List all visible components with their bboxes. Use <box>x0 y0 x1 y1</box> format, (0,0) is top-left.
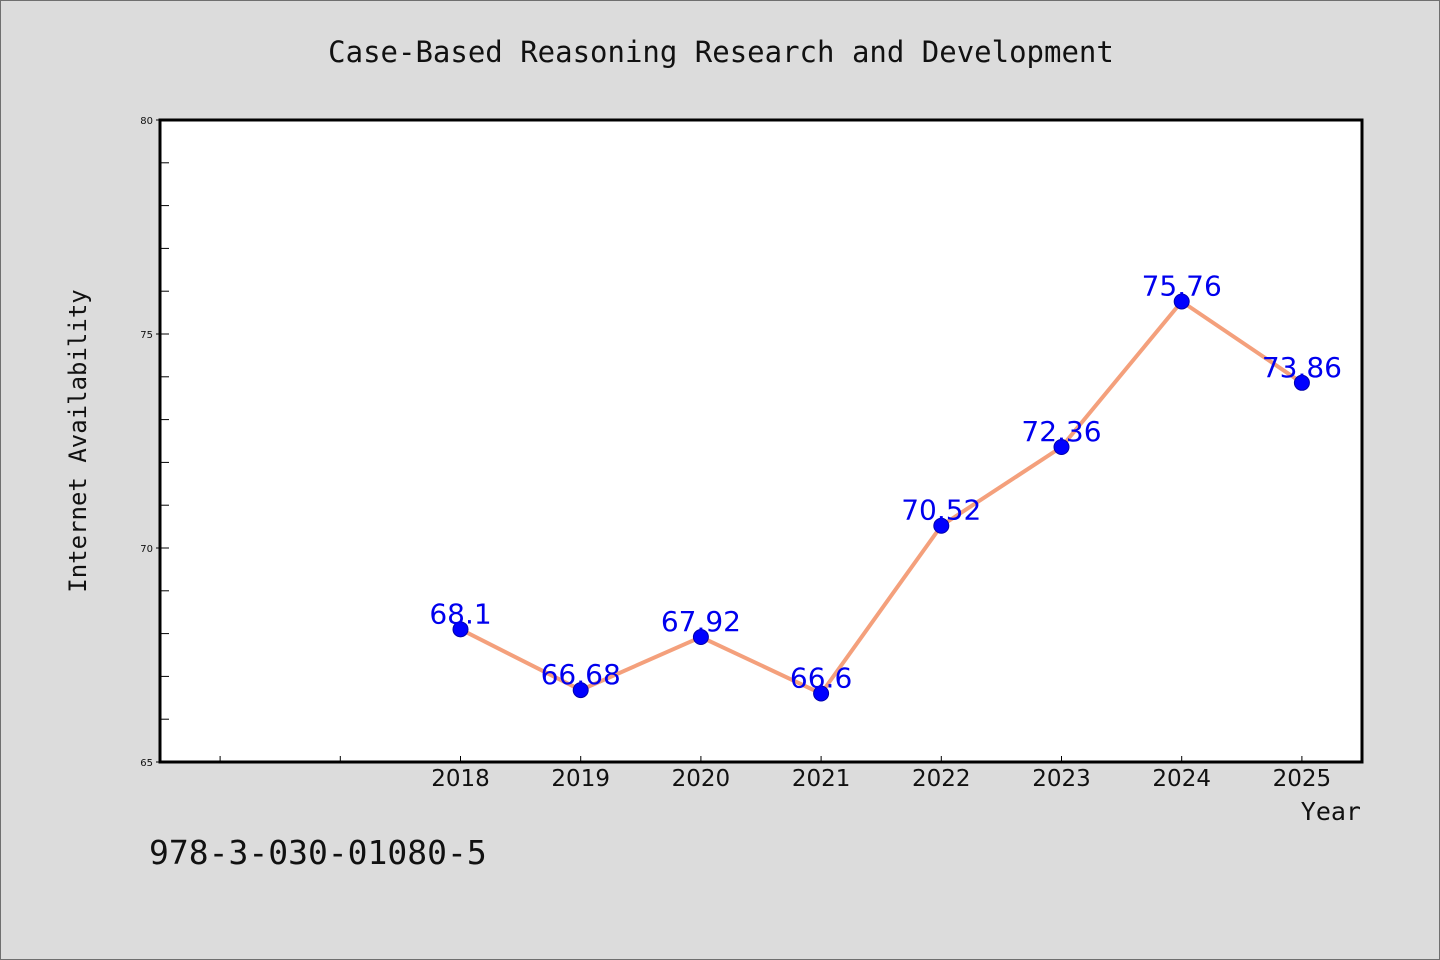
plot-area <box>158 118 1364 764</box>
data-point <box>452 621 469 638</box>
y-axis: 65 70 75 80 <box>140 116 169 769</box>
x-tick-label: 2018 <box>431 766 490 792</box>
data-point <box>1053 438 1070 455</box>
y-tick-label: 65 <box>140 758 153 769</box>
chart-title: Case-Based Reasoning Research and Develo… <box>328 35 1114 69</box>
x-tick-label: 2024 <box>1152 766 1211 792</box>
series-layer <box>452 293 1310 702</box>
x-axis: 2018 2019 2020 2021 2022 2023 2024 2025 <box>219 756 1332 792</box>
data-label: 75.76 <box>1142 269 1222 302</box>
x-tick-label: 2022 <box>912 766 971 792</box>
data-point <box>1293 374 1310 391</box>
data-point <box>572 682 589 699</box>
data-label: 72.36 <box>1021 415 1101 448</box>
series-line <box>459 299 1304 696</box>
data-label: 66.68 <box>541 658 621 691</box>
y-axis-title: Internet Availability <box>64 289 92 592</box>
x-tick-label: 2020 <box>672 766 731 792</box>
x-tick-label: 2023 <box>1032 766 1091 792</box>
data-label: 70.52 <box>901 494 981 527</box>
y-tick-label: 75 <box>140 330 153 341</box>
footer-text: 978-3-030-01080-5 <box>149 833 487 872</box>
x-tick-label: 2021 <box>792 766 851 792</box>
data-point <box>813 685 830 702</box>
x-axis-title: Year <box>1301 797 1361 826</box>
y-tick-label: 80 <box>140 116 153 127</box>
data-point <box>1173 293 1190 310</box>
data-label: 68.1 <box>429 597 491 630</box>
x-tick-label: 2025 <box>1273 766 1332 792</box>
data-label: 73.86 <box>1262 351 1342 384</box>
data-label: 66.6 <box>790 662 852 695</box>
data-point <box>933 517 950 534</box>
y-tick-label: 70 <box>140 544 153 555</box>
data-label: 67.92 <box>661 605 741 638</box>
data-labels: 68.1 66.68 67.92 66.6 70.52 72.36 75.76 73.86 <box>429 269 1342 694</box>
x-tick-label: 2019 <box>551 766 610 792</box>
data-point <box>692 629 709 646</box>
